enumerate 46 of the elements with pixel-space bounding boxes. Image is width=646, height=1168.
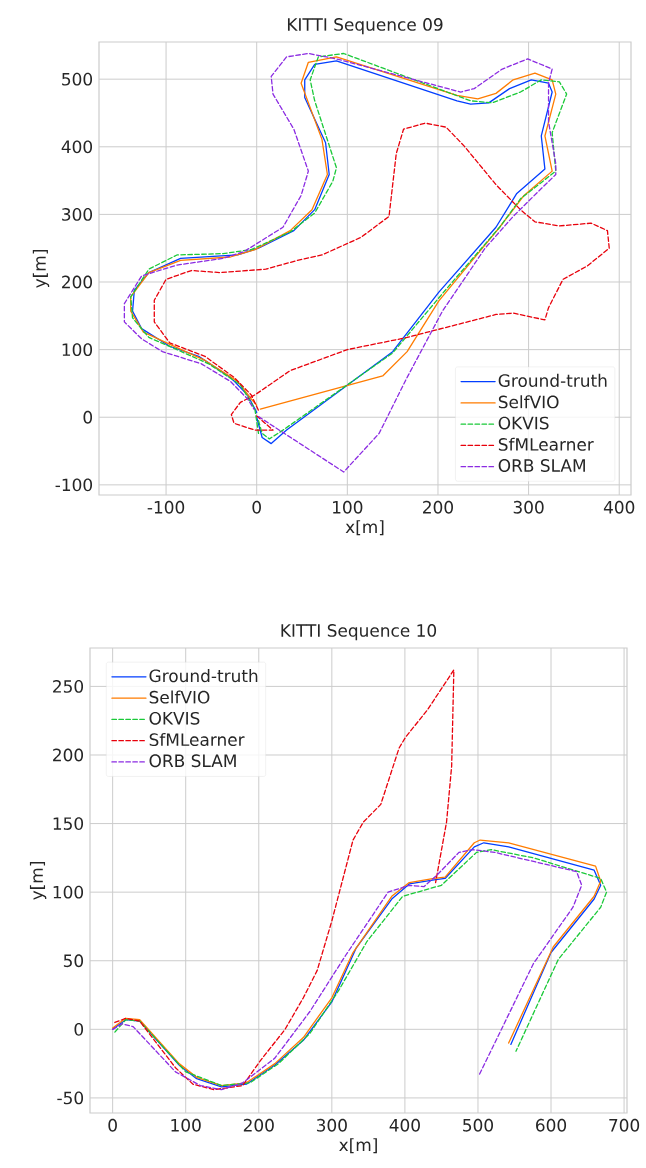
legend-label: OKVIS <box>498 416 549 430</box>
legend-label: SelfVIO <box>498 395 559 409</box>
x-tick-label: -100 <box>147 500 185 514</box>
y-axis-title: y[m] <box>32 250 50 288</box>
y-tick-label: 200 <box>62 275 93 289</box>
x-tick-label: 500 <box>463 1118 493 1132</box>
y-tick-label: 150 <box>53 817 84 830</box>
legend-label: Ground-truth <box>149 669 258 683</box>
x-axis-title: x[m] <box>339 1138 377 1154</box>
y-tick-label: 0 <box>74 1022 84 1036</box>
y-tick-label: 50 <box>63 954 84 968</box>
y-tick-label: 300 <box>62 207 93 221</box>
y-tick-label: 200 <box>53 748 84 762</box>
x-axis-title: x[m] <box>345 520 384 536</box>
x-tick-label: 100 <box>333 500 363 514</box>
x-tick-label: 700 <box>609 1118 640 1132</box>
legend-label: SelfVIO <box>149 690 210 704</box>
x-tick-label: 0 <box>252 500 261 514</box>
y-tick-label: -50 <box>57 1091 84 1105</box>
y-tick-label: 400 <box>61 140 93 154</box>
y-tick-label: 0 <box>83 410 93 424</box>
x-tick-label: 100 <box>171 1118 201 1132</box>
x-tick-label: 200 <box>243 1118 274 1132</box>
y-tick-label: 100 <box>53 885 84 899</box>
legend-label: Ground-truth <box>498 373 607 387</box>
y-tick-label: 500 <box>62 72 93 86</box>
line-series <box>114 669 455 1091</box>
y-tick-label: -100 <box>55 478 93 492</box>
chart-title: KITTI Sequence 09 <box>287 18 443 35</box>
chart-title: KITTI Sequence 10 <box>281 624 437 641</box>
x-tick-label: 400 <box>389 1118 420 1132</box>
x-tick-label: 400 <box>603 500 635 514</box>
y-tick-label: 100 <box>62 343 93 357</box>
legend-label: ORB SLAM <box>149 754 236 768</box>
x-tick-label: 200 <box>423 500 453 514</box>
line-series <box>153 122 610 431</box>
legend-label: SfMLearner <box>498 437 594 451</box>
y-axis-title: y[m] <box>29 862 47 900</box>
x-tick-label: 0 <box>108 1118 117 1132</box>
legend-label: OKVIS <box>149 711 200 725</box>
x-tick-label: 600 <box>536 1118 567 1132</box>
legend-label: SfMLearner <box>149 732 245 747</box>
x-tick-label: 300 <box>513 500 544 514</box>
legend-label: ORB SLAM <box>498 459 585 472</box>
y-tick-label: 250 <box>53 679 84 693</box>
x-tick-label: 300 <box>316 1118 347 1132</box>
